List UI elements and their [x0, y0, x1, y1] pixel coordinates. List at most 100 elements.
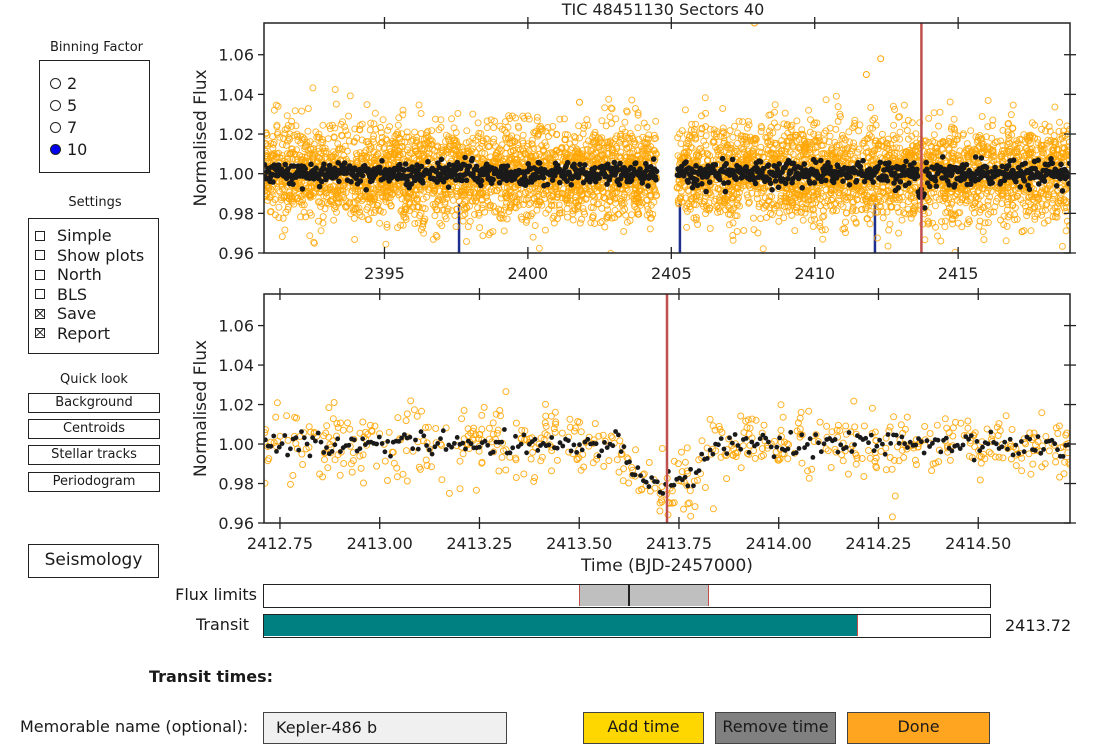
checkbox-icon[interactable] — [35, 250, 45, 261]
raw-flux-point — [579, 191, 587, 199]
raw-flux-point — [608, 189, 616, 197]
raw-flux-point — [932, 223, 939, 231]
checked-box-icon[interactable] — [35, 308, 45, 319]
checked-box-icon[interactable] — [35, 328, 45, 339]
raw-flux-point — [423, 193, 431, 201]
raw-flux-point — [786, 190, 793, 198]
raw-flux-point — [411, 210, 419, 218]
raw-flux-point — [439, 147, 447, 155]
raw-flux-point — [616, 195, 624, 203]
setting-bls[interactable]: BLS — [35, 285, 158, 305]
radio-button-icon[interactable] — [50, 99, 61, 111]
raw-flux-point — [621, 191, 629, 199]
raw-flux-point — [398, 138, 406, 146]
checkbox-icon[interactable] — [35, 230, 45, 241]
raw-flux-point — [855, 145, 863, 153]
raw-flux-point — [319, 121, 327, 129]
raw-flux-point — [583, 116, 591, 124]
raw-flux-point — [542, 209, 550, 217]
raw-flux-point — [453, 187, 461, 195]
raw-flux-point — [441, 212, 449, 220]
radio-button-icon[interactable] — [50, 77, 61, 89]
raw-flux-point — [1055, 128, 1063, 135]
stellar-tracks-button[interactable]: Stellar tracks — [28, 445, 160, 465]
raw-flux-point — [946, 98, 954, 106]
raw-flux-point — [363, 101, 371, 109]
raw-flux-point — [826, 124, 834, 132]
raw-flux-point — [394, 121, 402, 129]
raw-flux-point — [503, 215, 511, 223]
raw-flux-point — [304, 127, 312, 135]
raw-flux-point — [757, 122, 765, 130]
setting-save[interactable]: Save — [35, 304, 158, 324]
raw-flux-point — [846, 138, 854, 146]
raw-flux-point — [692, 201, 700, 209]
binning-option-2[interactable]: 2 — [50, 72, 149, 94]
raw-flux-point — [755, 203, 763, 211]
raw-flux-point — [468, 197, 476, 205]
radio-button-icon[interactable] — [50, 143, 61, 155]
seismology-button[interactable]: Seismology — [28, 544, 159, 578]
raw-flux-point — [445, 133, 453, 141]
periodogram-button[interactable]: Periodogram — [28, 472, 160, 492]
raw-flux-point — [962, 199, 970, 207]
raw-flux-point — [767, 210, 774, 218]
raw-flux-point — [560, 115, 568, 123]
setting-report[interactable]: Report — [35, 324, 158, 344]
raw-flux-point — [707, 191, 715, 199]
setting-show-plots[interactable]: Show plots — [35, 246, 158, 266]
raw-flux-point — [984, 219, 992, 227]
raw-flux-point — [719, 128, 727, 136]
raw-flux-point — [274, 102, 282, 110]
checkbox-icon[interactable] — [35, 289, 45, 300]
raw-flux-point — [541, 195, 549, 202]
raw-flux-point — [631, 203, 639, 210]
checkbox-icon[interactable] — [35, 269, 45, 280]
raw-flux-point — [351, 125, 359, 133]
raw-flux-point — [320, 147, 328, 155]
raw-flux-point — [597, 151, 605, 159]
raw-flux-point — [1038, 211, 1046, 219]
binning-option-7[interactable]: 7 — [50, 116, 149, 138]
raw-flux-point — [570, 133, 578, 140]
setting-simple[interactable]: Simple — [35, 226, 158, 246]
raw-flux-point — [326, 154, 334, 161]
raw-flux-point — [435, 126, 443, 134]
raw-flux-point — [566, 140, 574, 148]
raw-flux-point — [644, 205, 652, 213]
setting-north[interactable]: North — [35, 265, 158, 285]
raw-flux-point — [608, 119, 615, 127]
raw-flux-point — [329, 121, 336, 129]
raw-flux-point — [904, 116, 912, 124]
raw-flux-point — [646, 209, 654, 217]
raw-flux-point — [1022, 207, 1030, 215]
binning-option-10[interactable]: 10 — [50, 138, 149, 160]
raw-flux-point — [607, 249, 615, 253]
raw-flux-point — [869, 116, 877, 124]
raw-flux-point — [647, 214, 655, 222]
settings-checkbox-group: Simple Show plots North BLS Save Report — [28, 218, 159, 354]
raw-flux-point — [302, 213, 310, 221]
raw-flux-point — [525, 191, 533, 199]
raw-flux-point — [334, 146, 342, 154]
raw-flux-point — [317, 227, 325, 235]
raw-flux-point — [827, 189, 835, 197]
raw-flux-point — [274, 129, 282, 137]
raw-flux-point — [483, 124, 491, 132]
raw-flux-point — [411, 145, 419, 153]
raw-flux-point — [558, 144, 566, 152]
radio-button-icon[interactable] — [50, 121, 61, 133]
raw-flux-point — [301, 179, 309, 187]
raw-flux-point — [392, 149, 400, 157]
raw-flux-point — [330, 201, 338, 209]
raw-flux-point — [636, 187, 644, 195]
centroids-button[interactable]: Centroids — [28, 419, 160, 439]
raw-flux-point — [715, 184, 722, 192]
background-button[interactable]: Background — [28, 393, 160, 413]
binning-option-5[interactable]: 5 — [50, 94, 149, 116]
raw-flux-point — [299, 196, 306, 204]
raw-flux-point — [963, 140, 971, 148]
raw-flux-point — [484, 143, 492, 151]
raw-flux-point — [338, 131, 345, 139]
raw-flux-point — [829, 207, 837, 215]
